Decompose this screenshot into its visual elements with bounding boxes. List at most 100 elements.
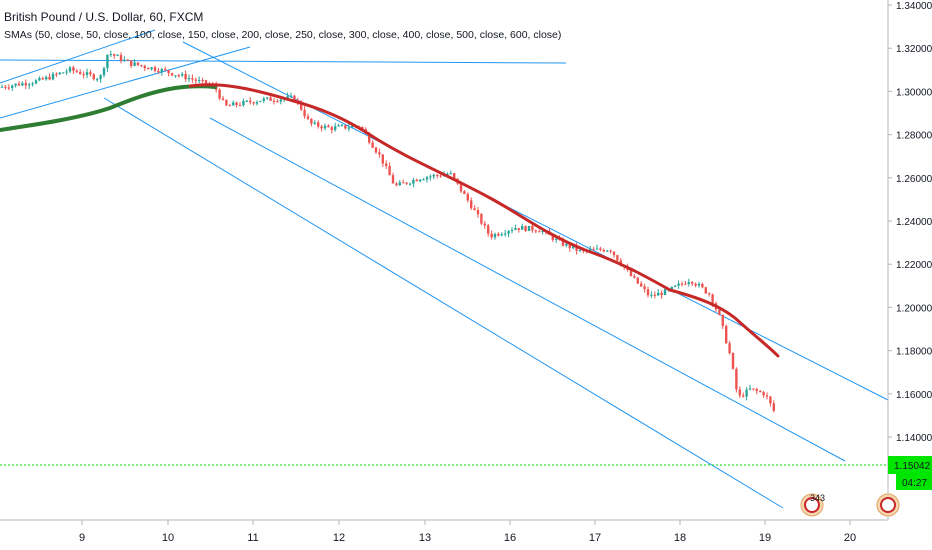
candle-body (415, 179, 418, 182)
candle-body (483, 223, 486, 226)
trendline-channel-bottom[interactable] (103, 97, 784, 509)
candle-body (232, 102, 235, 106)
event-badge-uk[interactable] (876, 493, 900, 517)
candle-body (293, 95, 296, 101)
candle-body (422, 179, 425, 181)
candle-body (514, 228, 517, 230)
trendline-upper-channel-a[interactable] (0, 29, 156, 84)
candle-body (225, 99, 228, 106)
trendline-horizontal[interactable] (0, 59, 567, 64)
candle-body (164, 69, 167, 71)
candle-body (551, 234, 554, 240)
candle-body (259, 100, 262, 102)
candle-body (755, 389, 758, 392)
candle-body (133, 62, 136, 66)
candle-body (660, 292, 663, 296)
candle-body (276, 101, 279, 103)
candle-body (636, 277, 639, 284)
trendline-upper-channel-b[interactable] (0, 46, 251, 119)
candle-body (419, 179, 422, 182)
candle-body (765, 395, 769, 397)
countdown-tag (896, 474, 932, 490)
candle-body (759, 391, 762, 393)
candle-body (606, 250, 609, 252)
us-flag-inner (804, 497, 820, 513)
time-axis[interactable]: 9 10 11 12 13 16 17 18 19 20 (0, 519, 888, 544)
candle-body (670, 286, 673, 290)
candle-body (17, 83, 21, 86)
candle-body (327, 125, 330, 128)
candle-body (541, 230, 544, 232)
candle-body (531, 225, 534, 231)
trendline-channel-mid[interactable] (209, 117, 846, 462)
current-price-tag (888, 456, 932, 474)
y-tick-label: 1.24000 (896, 217, 932, 228)
candle-body (167, 70, 170, 74)
candle-body (143, 65, 146, 68)
candle-body (616, 255, 619, 261)
candle-body (266, 97, 269, 99)
candle-body (235, 102, 238, 105)
candle-body (313, 122, 316, 124)
chart-title[interactable]: British Pound / U.S. Dollar, 60, FXCM (4, 10, 203, 24)
candle-body (269, 97, 272, 101)
candle-body (136, 62, 140, 66)
x-tick-label: 16 (504, 532, 516, 544)
candle-body (221, 98, 225, 100)
candle-body (510, 229, 514, 232)
candle-body (245, 100, 248, 102)
candle-body (405, 182, 408, 184)
candle-body (748, 388, 752, 390)
candle-body (436, 174, 439, 176)
x-tick-label: 17 (589, 532, 601, 544)
y-tick-label: 1.16000 (896, 390, 932, 401)
candle-body (595, 248, 599, 250)
candle-body (534, 230, 537, 232)
candle-body (262, 98, 265, 101)
candle-body (4, 86, 7, 88)
y-tick-label: 1.32000 (896, 44, 932, 55)
y-tick-label: 1.14000 (896, 433, 932, 444)
candle-body (170, 73, 174, 76)
candle-body (565, 243, 568, 246)
candle-body (198, 80, 201, 82)
candle-body (150, 67, 153, 70)
candle-body (762, 392, 765, 396)
x-tick-label: 9 (79, 532, 85, 544)
candle-body (470, 200, 473, 209)
candle-body (402, 182, 405, 184)
candle-body (398, 182, 401, 186)
candle-body (504, 233, 507, 235)
price-axis[interactable]: 1.34000 1.32000 1.30000 1.28000 1.26000 1.240… (887, 0, 932, 520)
candle-body (708, 293, 711, 295)
candle-body (249, 100, 252, 103)
candle-body (731, 353, 735, 369)
candle-body (432, 174, 435, 177)
candle-body (371, 142, 374, 148)
candle-body (691, 281, 694, 284)
countdown-label: 04:27 (902, 478, 927, 489)
candle-body (75, 70, 78, 73)
candle-body (252, 102, 255, 104)
candle-body (395, 183, 398, 186)
candle-body (351, 125, 354, 128)
candle-body (310, 118, 313, 124)
candle-body (187, 78, 191, 80)
candle-body (602, 249, 605, 252)
event-badge-us[interactable]: 343 (800, 493, 825, 517)
candle-body (745, 389, 748, 397)
candle-body (62, 72, 65, 74)
candle-body (738, 389, 741, 396)
candle-body (344, 125, 347, 129)
candle-body (300, 101, 303, 110)
candle-body (752, 388, 755, 390)
candle-body (157, 70, 160, 73)
sma-legend[interactable]: SMAs (50, close, 50, close, 100, close, … (4, 29, 561, 41)
candle-body (524, 226, 527, 231)
candle-body (592, 249, 595, 251)
candle-body (303, 109, 306, 117)
candle-body (51, 73, 55, 80)
candle-body (102, 68, 106, 76)
sma-red-line[interactable] (188, 83, 780, 358)
